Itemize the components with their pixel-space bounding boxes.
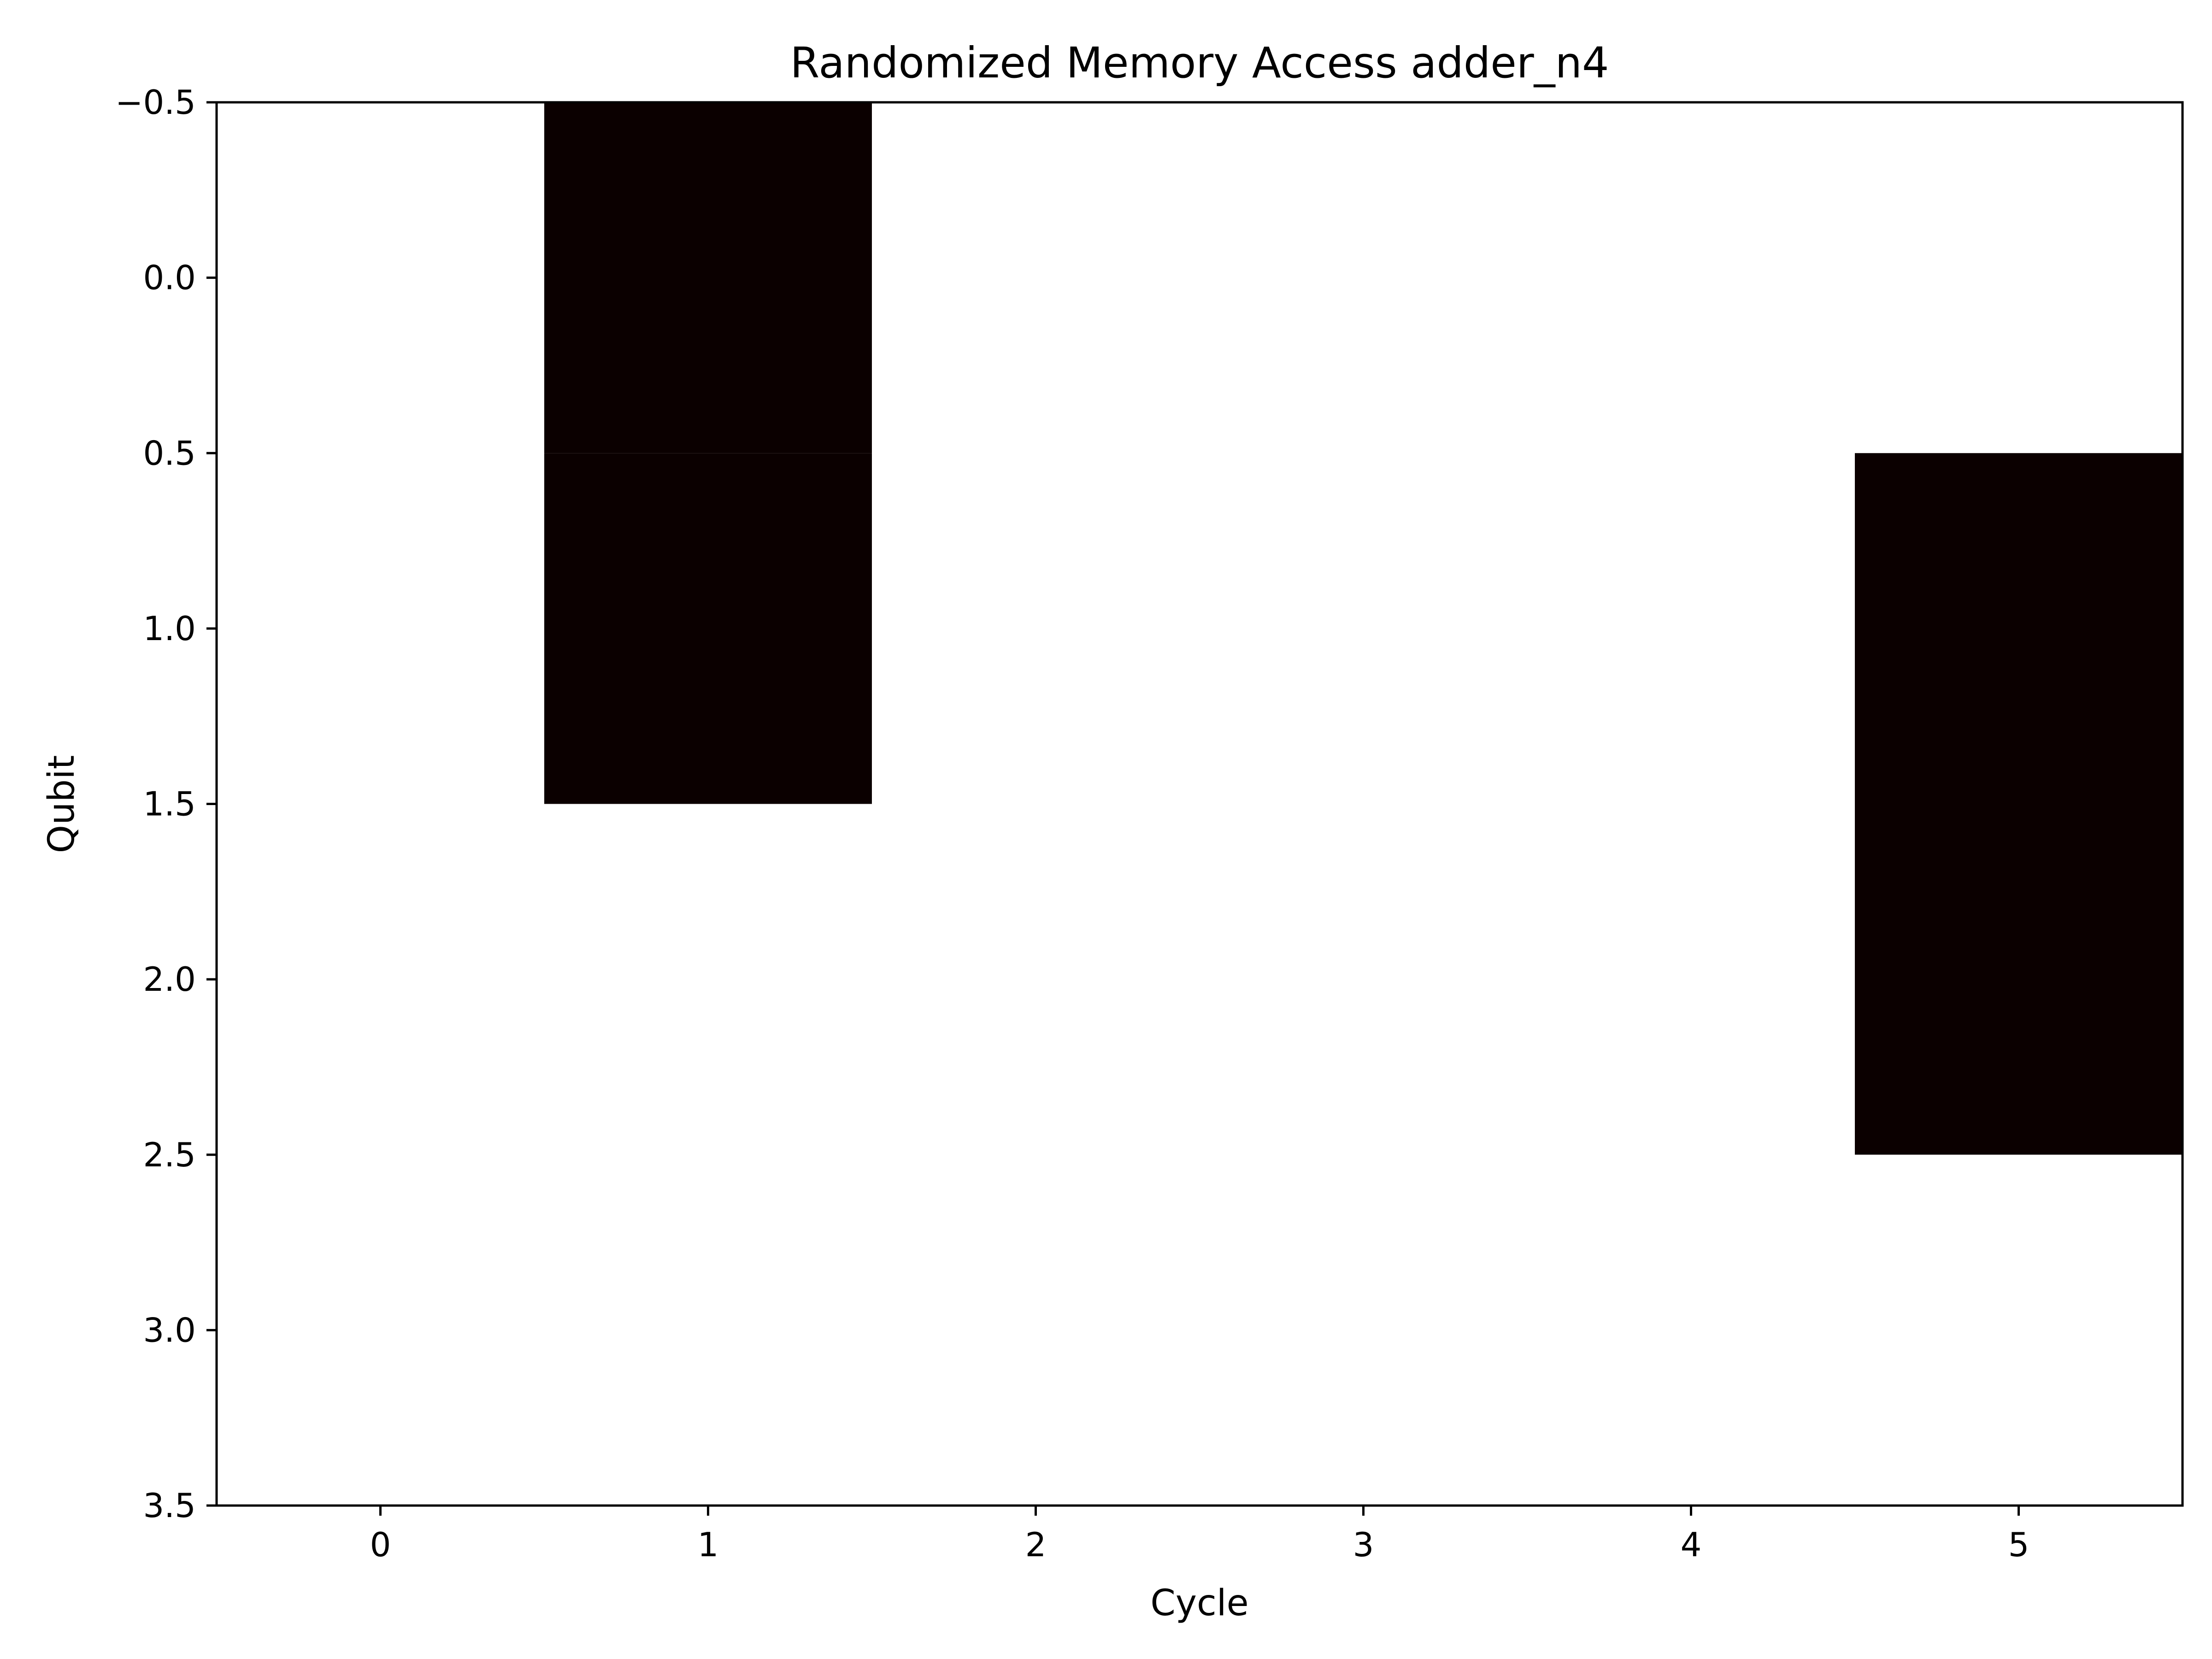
heatmap-cell <box>1855 102 2183 453</box>
heatmap-cell <box>217 804 544 1155</box>
x-tick-label: 2 <box>1025 1525 1047 1564</box>
x-axis-ticks: 0 1 2 3 4 5 <box>370 1506 2030 1564</box>
heatmap-cell <box>1527 453 1855 804</box>
heatmap-cell <box>217 453 544 804</box>
heatmap-cell <box>1527 102 1855 453</box>
x-tick-label: 0 <box>370 1525 391 1564</box>
heatmap-cell <box>1855 453 2183 804</box>
x-tick-label: 4 <box>1681 1525 1702 1564</box>
x-axis-label: Cycle <box>1150 1583 1248 1624</box>
heatmap-cell <box>1200 453 1527 804</box>
heatmap-cell <box>217 1154 544 1506</box>
y-tick-label: 1.0 <box>143 609 196 648</box>
heatmap-cell <box>544 453 872 804</box>
heatmap-cell <box>1855 804 2183 1155</box>
heatmap-cell <box>872 453 1200 804</box>
y-axis-ticks: −0.5 0.0 0.5 1.0 1.5 2.0 2.5 3.0 3.5 <box>115 83 217 1525</box>
heatmap-cell <box>1855 1154 2183 1506</box>
heatmap-cell <box>1200 102 1527 453</box>
heatmap-cell <box>1527 804 1855 1155</box>
x-tick-label: 3 <box>1353 1525 1374 1564</box>
y-tick-label: 0.5 <box>143 434 196 472</box>
heatmap-cell <box>872 102 1200 453</box>
heatmap-cell <box>1527 1154 1855 1506</box>
y-tick-label: 3.0 <box>143 1311 196 1349</box>
y-tick-label: −0.5 <box>115 83 196 122</box>
y-tick-label: 2.5 <box>143 1135 196 1174</box>
y-axis-label: Qubit <box>41 755 82 853</box>
heatmap-cell <box>217 102 544 453</box>
x-tick-label: 1 <box>698 1525 719 1564</box>
y-tick-label: 3.5 <box>143 1486 196 1525</box>
heatmap-cell <box>544 1154 872 1506</box>
y-tick-label: 0.0 <box>143 259 196 297</box>
heatmap-cell <box>1200 1154 1527 1506</box>
x-tick-label: 5 <box>2008 1525 2030 1564</box>
heatmap-cell <box>544 804 872 1155</box>
heatmap-cell <box>872 804 1200 1155</box>
y-tick-label: 2.0 <box>143 960 196 999</box>
y-tick-label: 1.5 <box>143 785 196 824</box>
heatmap-cells <box>217 102 2183 1506</box>
heatmap-cell <box>872 1154 1200 1506</box>
heatmap-cell <box>1200 804 1527 1155</box>
chart-title: Randomized Memory Access adder_n4 <box>790 38 1609 88</box>
heatmap-cell <box>544 102 872 453</box>
